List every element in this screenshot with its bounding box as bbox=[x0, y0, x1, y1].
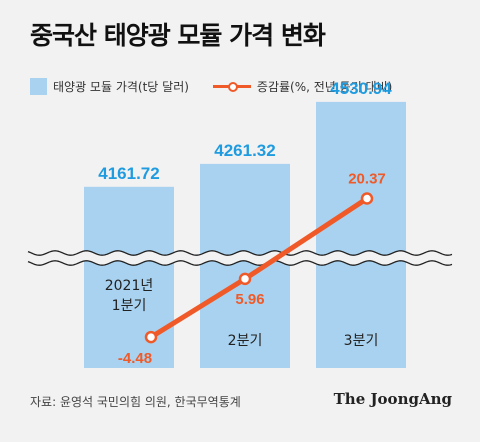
legend-bar-swatch bbox=[30, 77, 47, 95]
line-point bbox=[144, 330, 158, 344]
chart-title: 중국산 태양광 모듈 가격 변화 bbox=[30, 21, 326, 50]
x-tick-label: 1분기 bbox=[112, 298, 147, 314]
axis-break-band bbox=[28, 250, 452, 266]
bar-value-label: 4530.94 bbox=[330, 79, 392, 98]
line-point bbox=[360, 192, 374, 205]
line-value-label: 5.96 bbox=[235, 291, 264, 308]
bar-value-label: 4161.72 bbox=[98, 164, 159, 183]
source-note: 자료: 윤영석 국민의힘 의원, 한국무역통계 bbox=[30, 395, 241, 409]
bar bbox=[316, 101, 406, 369]
axis-break-line bbox=[27, 260, 453, 266]
legend-line-label: 증감률(%, 전년 동기 대비) bbox=[256, 79, 393, 94]
legend-line-swatch bbox=[212, 77, 251, 95]
line-point bbox=[238, 272, 252, 286]
legend: 태양광 모듈 가격(t당 달러) 증감률(%, 전년 동기 대비) bbox=[30, 77, 392, 95]
x-tick-label: 3분기 bbox=[344, 333, 379, 349]
bar-value-label: 4261.32 bbox=[214, 141, 275, 160]
x-tick-label: 2분기 bbox=[228, 333, 263, 349]
brand-logo: The JoongAng bbox=[333, 390, 452, 408]
line-value-label: 20.37 bbox=[348, 171, 386, 188]
axis-break-line bbox=[27, 250, 453, 256]
legend-bar-label: 태양광 모듈 가격(t당 달러) bbox=[53, 79, 189, 94]
bar bbox=[84, 186, 174, 368]
line-value-label: -4.48 bbox=[118, 350, 152, 367]
x-tick-label: 2021년 bbox=[105, 278, 154, 294]
bar bbox=[200, 163, 290, 368]
